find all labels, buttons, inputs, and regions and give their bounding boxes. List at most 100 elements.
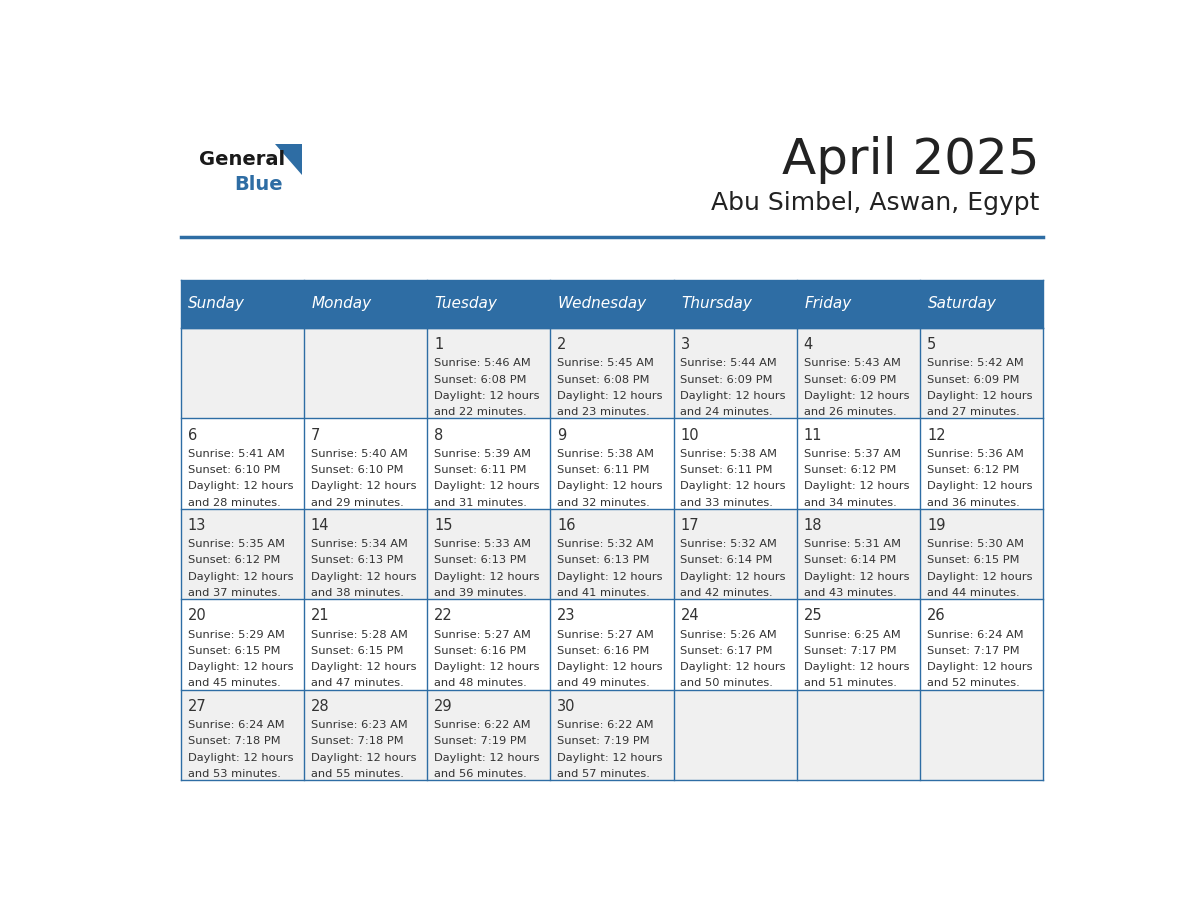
Text: Sunrise: 5:45 AM: Sunrise: 5:45 AM — [557, 358, 655, 368]
FancyBboxPatch shape — [181, 689, 1043, 780]
Text: Sunset: 6:16 PM: Sunset: 6:16 PM — [557, 646, 650, 656]
FancyBboxPatch shape — [181, 328, 1043, 419]
Text: Daylight: 12 hours: Daylight: 12 hours — [311, 662, 416, 672]
Text: Sunset: 6:17 PM: Sunset: 6:17 PM — [681, 646, 773, 656]
Text: and 28 minutes.: and 28 minutes. — [188, 498, 280, 508]
Text: Sunset: 6:14 PM: Sunset: 6:14 PM — [804, 555, 896, 565]
FancyBboxPatch shape — [181, 509, 1043, 599]
Text: and 38 minutes.: and 38 minutes. — [311, 588, 404, 598]
Text: Sunrise: 6:24 AM: Sunrise: 6:24 AM — [188, 721, 284, 730]
Text: Sunset: 6:13 PM: Sunset: 6:13 PM — [557, 555, 650, 565]
Text: Daylight: 12 hours: Daylight: 12 hours — [434, 481, 539, 491]
Text: Sunset: 6:10 PM: Sunset: 6:10 PM — [311, 465, 403, 475]
Text: and 55 minutes.: and 55 minutes. — [311, 769, 404, 779]
Text: Friday: Friday — [804, 297, 852, 311]
Text: 18: 18 — [804, 518, 822, 533]
Text: Daylight: 12 hours: Daylight: 12 hours — [804, 391, 909, 401]
Text: 28: 28 — [311, 699, 329, 714]
Text: Sunset: 6:12 PM: Sunset: 6:12 PM — [188, 555, 280, 565]
Text: and 39 minutes.: and 39 minutes. — [434, 588, 526, 598]
Text: and 56 minutes.: and 56 minutes. — [434, 769, 526, 779]
Text: 13: 13 — [188, 518, 206, 533]
Text: and 33 minutes.: and 33 minutes. — [681, 498, 773, 508]
Text: Sunset: 6:12 PM: Sunset: 6:12 PM — [927, 465, 1019, 475]
Text: and 23 minutes.: and 23 minutes. — [557, 407, 650, 417]
Text: Daylight: 12 hours: Daylight: 12 hours — [681, 662, 786, 672]
Text: Sunrise: 6:25 AM: Sunrise: 6:25 AM — [804, 630, 901, 640]
Text: Sunset: 6:09 PM: Sunset: 6:09 PM — [927, 375, 1019, 385]
Text: and 48 minutes.: and 48 minutes. — [434, 678, 526, 688]
Text: and 22 minutes.: and 22 minutes. — [434, 407, 526, 417]
Text: Daylight: 12 hours: Daylight: 12 hours — [434, 391, 539, 401]
Text: and 26 minutes.: and 26 minutes. — [804, 407, 896, 417]
Text: Daylight: 12 hours: Daylight: 12 hours — [311, 481, 416, 491]
Text: Sunset: 6:13 PM: Sunset: 6:13 PM — [434, 555, 526, 565]
Text: Monday: Monday — [311, 297, 372, 311]
Text: 10: 10 — [681, 428, 699, 442]
Text: Sunset: 6:14 PM: Sunset: 6:14 PM — [681, 555, 773, 565]
Text: Sunrise: 5:43 AM: Sunrise: 5:43 AM — [804, 358, 901, 368]
Text: 15: 15 — [434, 518, 453, 533]
Text: and 44 minutes.: and 44 minutes. — [927, 588, 1019, 598]
Text: Sunrise: 5:26 AM: Sunrise: 5:26 AM — [681, 630, 777, 640]
Text: Thursday: Thursday — [681, 297, 752, 311]
Text: Daylight: 12 hours: Daylight: 12 hours — [804, 572, 909, 582]
Text: and 53 minutes.: and 53 minutes. — [188, 769, 280, 779]
Text: Sunset: 6:12 PM: Sunset: 6:12 PM — [804, 465, 896, 475]
Text: and 49 minutes.: and 49 minutes. — [557, 678, 650, 688]
Text: 7: 7 — [311, 428, 320, 442]
Text: 30: 30 — [557, 699, 576, 714]
Text: Sunrise: 5:38 AM: Sunrise: 5:38 AM — [557, 449, 655, 459]
Text: Sunset: 7:17 PM: Sunset: 7:17 PM — [804, 646, 896, 656]
Text: and 31 minutes.: and 31 minutes. — [434, 498, 526, 508]
Text: 26: 26 — [927, 609, 946, 623]
Text: Sunset: 6:15 PM: Sunset: 6:15 PM — [311, 646, 403, 656]
Text: and 42 minutes.: and 42 minutes. — [681, 588, 773, 598]
Text: and 41 minutes.: and 41 minutes. — [557, 588, 650, 598]
Text: 20: 20 — [188, 609, 207, 623]
Text: Sunrise: 6:22 AM: Sunrise: 6:22 AM — [434, 721, 531, 730]
Text: 21: 21 — [311, 609, 329, 623]
Text: and 50 minutes.: and 50 minutes. — [681, 678, 773, 688]
Text: 12: 12 — [927, 428, 946, 442]
Text: Sunrise: 5:36 AM: Sunrise: 5:36 AM — [927, 449, 1024, 459]
Text: 2: 2 — [557, 337, 567, 353]
Text: 29: 29 — [434, 699, 453, 714]
Text: Sunset: 7:17 PM: Sunset: 7:17 PM — [927, 646, 1019, 656]
Text: 9: 9 — [557, 428, 567, 442]
Text: 19: 19 — [927, 518, 946, 533]
Text: and 52 minutes.: and 52 minutes. — [927, 678, 1019, 688]
Text: Daylight: 12 hours: Daylight: 12 hours — [188, 481, 293, 491]
Text: Daylight: 12 hours: Daylight: 12 hours — [188, 662, 293, 672]
Text: 22: 22 — [434, 609, 453, 623]
Text: Sunrise: 5:42 AM: Sunrise: 5:42 AM — [927, 358, 1024, 368]
Text: Daylight: 12 hours: Daylight: 12 hours — [188, 572, 293, 582]
Text: Sunrise: 5:31 AM: Sunrise: 5:31 AM — [804, 539, 901, 549]
Text: Daylight: 12 hours: Daylight: 12 hours — [681, 481, 786, 491]
Text: Sunset: 6:15 PM: Sunset: 6:15 PM — [188, 646, 280, 656]
Text: 23: 23 — [557, 609, 576, 623]
Text: 25: 25 — [804, 609, 822, 623]
Text: Tuesday: Tuesday — [435, 297, 498, 311]
Text: Sunrise: 5:28 AM: Sunrise: 5:28 AM — [311, 630, 407, 640]
Text: Daylight: 12 hours: Daylight: 12 hours — [927, 391, 1032, 401]
Text: Sunset: 7:19 PM: Sunset: 7:19 PM — [557, 736, 650, 746]
Text: Sunrise: 5:33 AM: Sunrise: 5:33 AM — [434, 539, 531, 549]
Text: 8: 8 — [434, 428, 443, 442]
Text: Sunset: 6:15 PM: Sunset: 6:15 PM — [927, 555, 1019, 565]
Text: Daylight: 12 hours: Daylight: 12 hours — [804, 481, 909, 491]
Text: Sunset: 6:09 PM: Sunset: 6:09 PM — [804, 375, 896, 385]
Text: and 36 minutes.: and 36 minutes. — [927, 498, 1019, 508]
FancyBboxPatch shape — [674, 280, 797, 328]
Text: 11: 11 — [804, 428, 822, 442]
FancyBboxPatch shape — [181, 280, 304, 328]
Text: Sunrise: 5:27 AM: Sunrise: 5:27 AM — [434, 630, 531, 640]
Text: Daylight: 12 hours: Daylight: 12 hours — [557, 391, 663, 401]
Text: Sunset: 6:13 PM: Sunset: 6:13 PM — [311, 555, 403, 565]
Text: April 2025: April 2025 — [782, 136, 1040, 184]
Text: Sunset: 7:18 PM: Sunset: 7:18 PM — [311, 736, 404, 746]
Text: 5: 5 — [927, 337, 936, 353]
Text: Sunrise: 5:30 AM: Sunrise: 5:30 AM — [927, 539, 1024, 549]
Text: Sunrise: 5:27 AM: Sunrise: 5:27 AM — [557, 630, 655, 640]
Text: and 24 minutes.: and 24 minutes. — [681, 407, 773, 417]
